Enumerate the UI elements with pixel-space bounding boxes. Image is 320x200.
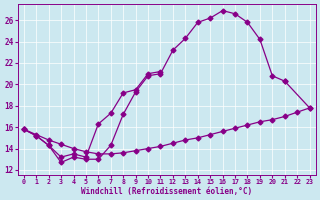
X-axis label: Windchill (Refroidissement éolien,°C): Windchill (Refroidissement éolien,°C) [81, 187, 252, 196]
